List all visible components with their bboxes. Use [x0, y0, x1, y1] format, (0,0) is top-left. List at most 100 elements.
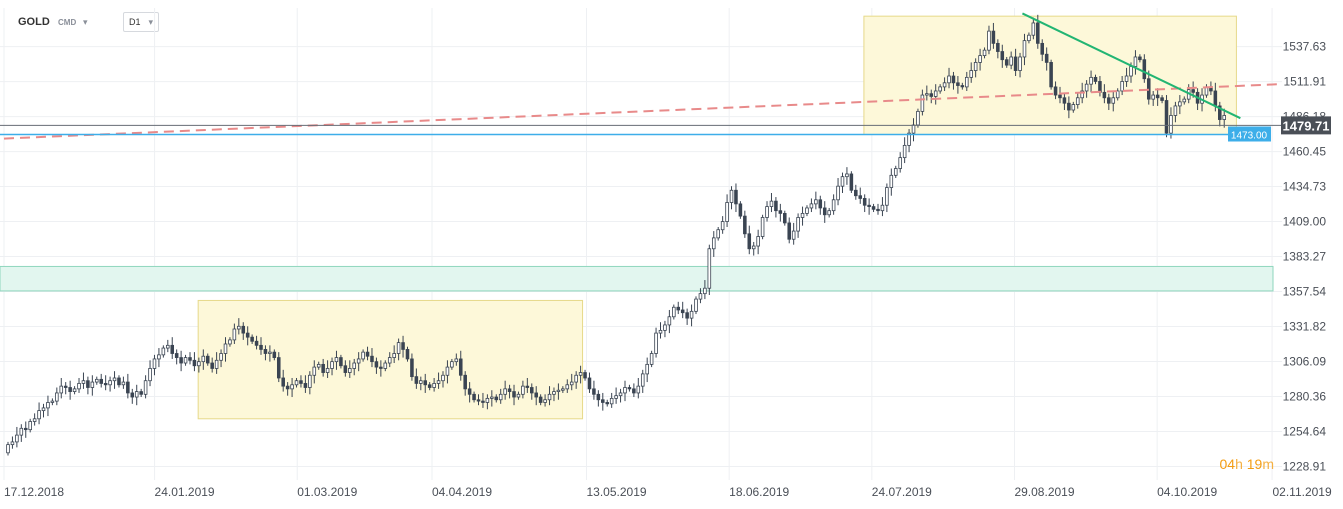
candle-body: [854, 189, 858, 197]
symbol-name[interactable]: GOLD: [18, 16, 50, 28]
candle-body: [1115, 90, 1120, 99]
candle-body: [188, 357, 192, 361]
y-tick-label: 1383.27: [1283, 250, 1327, 264]
candle-body: [969, 70, 973, 78]
candle-body: [1169, 115, 1173, 134]
candle-body: [818, 199, 823, 209]
candle-body: [1053, 86, 1058, 96]
y-tick-label: 1511.91: [1284, 75, 1327, 89]
x-tick-label: 24.07.2019: [872, 485, 932, 499]
candle-body: [72, 388, 77, 392]
candle-body: [734, 189, 738, 205]
candle-body: [1164, 100, 1169, 134]
candle-body: [916, 110, 920, 126]
timeframe-label: D1: [129, 17, 141, 27]
candle-body: [996, 42, 1000, 52]
candle-body: [179, 357, 183, 364]
candle-body: [117, 377, 121, 386]
candle-body: [1036, 22, 1040, 44]
candle-body: [822, 207, 827, 216]
candle-body: [543, 399, 547, 403]
candle-body: [1093, 76, 1098, 82]
candle-body: [911, 124, 916, 134]
candle-body: [756, 236, 760, 247]
current-price-label-bg: [1281, 116, 1331, 135]
candle-body: [472, 393, 476, 401]
candle-body: [605, 402, 610, 405]
candle-body: [601, 399, 605, 403]
candle-body: [552, 391, 556, 395]
candle-body: [23, 427, 28, 431]
x-tick-label: 29.08.2019: [1014, 485, 1074, 499]
candle-body: [81, 380, 86, 384]
x-tick-label: 24.01.2019: [155, 485, 215, 499]
candle-body: [592, 388, 596, 395]
candle-body: [885, 187, 889, 206]
candle-body: [401, 342, 405, 350]
candle-body: [636, 385, 641, 394]
candle-body: [871, 206, 876, 210]
support-price-label: 1473.00: [1231, 131, 1268, 142]
candle-body: [1009, 56, 1013, 66]
symbol-dropdown-icon[interactable]: ▾: [83, 16, 88, 27]
candle-body: [556, 389, 561, 392]
candle-body: [108, 380, 112, 386]
timeframe-dropdown-icon: ▾: [148, 16, 153, 27]
timeframe-selector[interactable]: D1 ▾: [123, 12, 159, 32]
candle-body: [1129, 66, 1133, 77]
candle-body: [960, 85, 965, 88]
candle-body: [743, 215, 747, 235]
candle-body: [441, 374, 445, 382]
candle-body: [1111, 97, 1116, 104]
candle-body: [898, 157, 902, 169]
candle-body: [521, 385, 525, 395]
candle-body: [814, 199, 818, 205]
candle-body: [490, 396, 494, 399]
candle-body: [507, 388, 512, 392]
candle-body: [245, 332, 250, 338]
candle-body: [130, 392, 135, 398]
candle-body: [862, 198, 867, 206]
y-tick-label: 1306.09: [1283, 355, 1327, 369]
current-price-label: 1479.71: [1283, 118, 1330, 133]
candle-body: [183, 357, 188, 364]
candle-body: [432, 383, 436, 388]
y-tick-label: 1434.73: [1283, 180, 1327, 194]
candle-body: [392, 353, 396, 358]
candle-body: [920, 94, 925, 112]
candle-body: [19, 427, 24, 436]
candle-body: [348, 368, 352, 373]
candle-body: [538, 396, 543, 403]
candle-body: [880, 204, 885, 212]
y-tick-label: 1357.54: [1283, 285, 1327, 299]
candle-body: [525, 385, 530, 388]
candle-body: [254, 340, 259, 346]
candle-body: [1098, 81, 1102, 93]
candle-body: [1031, 22, 1036, 36]
candle-body: [86, 380, 90, 388]
candle-body: [583, 372, 587, 379]
x-tick-label: 01.03.2019: [297, 485, 357, 499]
candle-body: [516, 393, 521, 398]
candle-body: [1018, 56, 1022, 71]
candle-body: [893, 168, 898, 176]
candle-body: [1142, 59, 1147, 80]
candle-body: [547, 393, 552, 401]
candle-body: [1075, 97, 1080, 105]
candle-body: [458, 358, 463, 376]
candle-body: [321, 363, 325, 373]
candle-body: [1044, 53, 1049, 63]
candle-body: [445, 366, 450, 376]
candle-body: [827, 210, 831, 216]
candle-body: [365, 351, 370, 357]
candle-body: [529, 387, 534, 394]
y-tick-label: 1409.00: [1283, 215, 1327, 229]
candle-body: [494, 396, 499, 401]
candle-body: [569, 381, 574, 386]
candle-body: [68, 387, 72, 392]
candle-body: [929, 93, 934, 97]
candle-body: [623, 387, 627, 394]
candle-body: [942, 82, 947, 88]
candle-body: [787, 222, 791, 240]
